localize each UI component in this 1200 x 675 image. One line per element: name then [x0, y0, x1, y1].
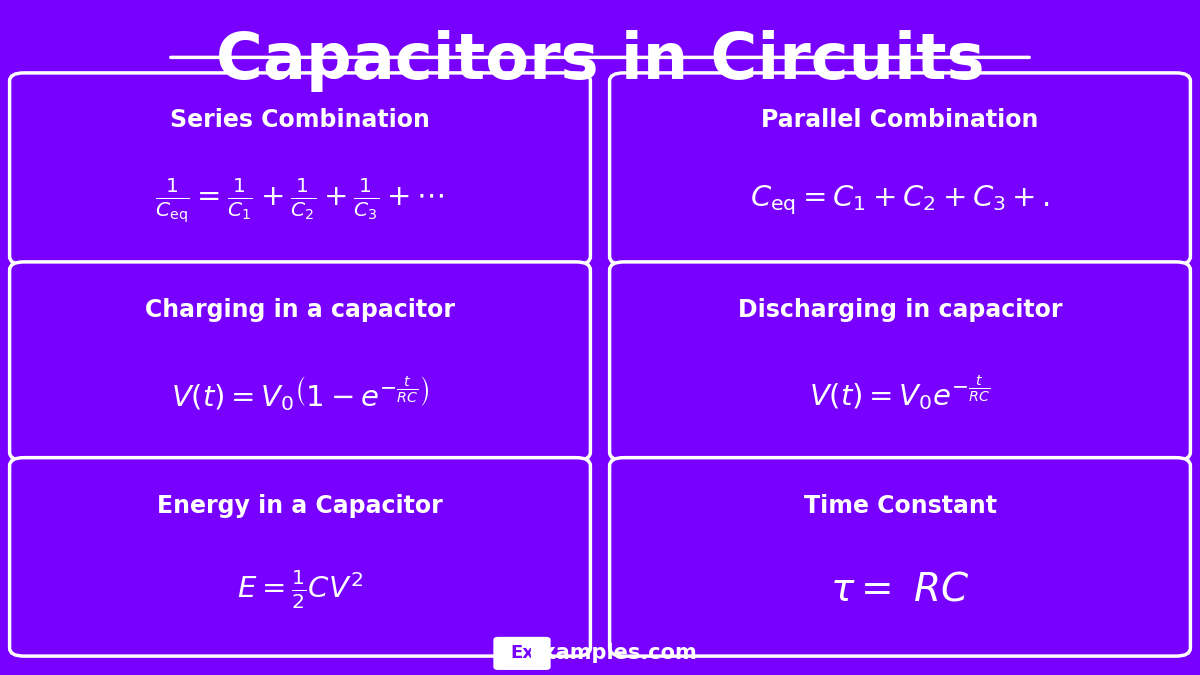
- Text: Time Constant: Time Constant: [804, 494, 996, 518]
- Text: Examples.com: Examples.com: [528, 643, 696, 664]
- Text: Parallel Combination: Parallel Combination: [761, 107, 1039, 132]
- FancyBboxPatch shape: [10, 262, 590, 460]
- FancyBboxPatch shape: [610, 262, 1190, 460]
- Text: $C_{\mathrm{eq}} = C_1 + C_2 + C_3+.$: $C_{\mathrm{eq}} = C_1 + C_2 + C_3+.$: [750, 184, 1050, 217]
- FancyBboxPatch shape: [610, 458, 1190, 656]
- Text: Charging in a capacitor: Charging in a capacitor: [145, 298, 455, 322]
- Text: $V(t) = V_0 e^{-\frac{t}{RC}}$: $V(t) = V_0 e^{-\frac{t}{RC}}$: [809, 375, 991, 414]
- FancyBboxPatch shape: [10, 458, 590, 656]
- Text: Series Combination: Series Combination: [170, 107, 430, 132]
- Text: $\tau = \ RC$: $\tau = \ RC$: [830, 570, 970, 609]
- Text: Discharging in capacitor: Discharging in capacitor: [738, 298, 1062, 322]
- Text: $V(t) = V_0 \left(1 - e^{-\frac{t}{RC}}\right)$: $V(t) = V_0 \left(1 - e^{-\frac{t}{RC}}\…: [170, 375, 430, 413]
- Text: Ex: Ex: [510, 645, 534, 662]
- Text: Energy in a Capacitor: Energy in a Capacitor: [157, 494, 443, 518]
- Text: Capacitors in Circuits: Capacitors in Circuits: [216, 30, 984, 92]
- FancyBboxPatch shape: [10, 73, 590, 265]
- FancyBboxPatch shape: [610, 73, 1190, 265]
- FancyBboxPatch shape: [494, 638, 550, 669]
- Text: $\frac{1}{C_{\mathrm{eq}}} = \frac{1}{C_1} + \frac{1}{C_2} + \frac{1}{C_3} + \cd: $\frac{1}{C_{\mathrm{eq}}} = \frac{1}{C_…: [155, 176, 445, 225]
- Text: $E = \frac{1}{2}CV^2$: $E = \frac{1}{2}CV^2$: [238, 568, 362, 611]
